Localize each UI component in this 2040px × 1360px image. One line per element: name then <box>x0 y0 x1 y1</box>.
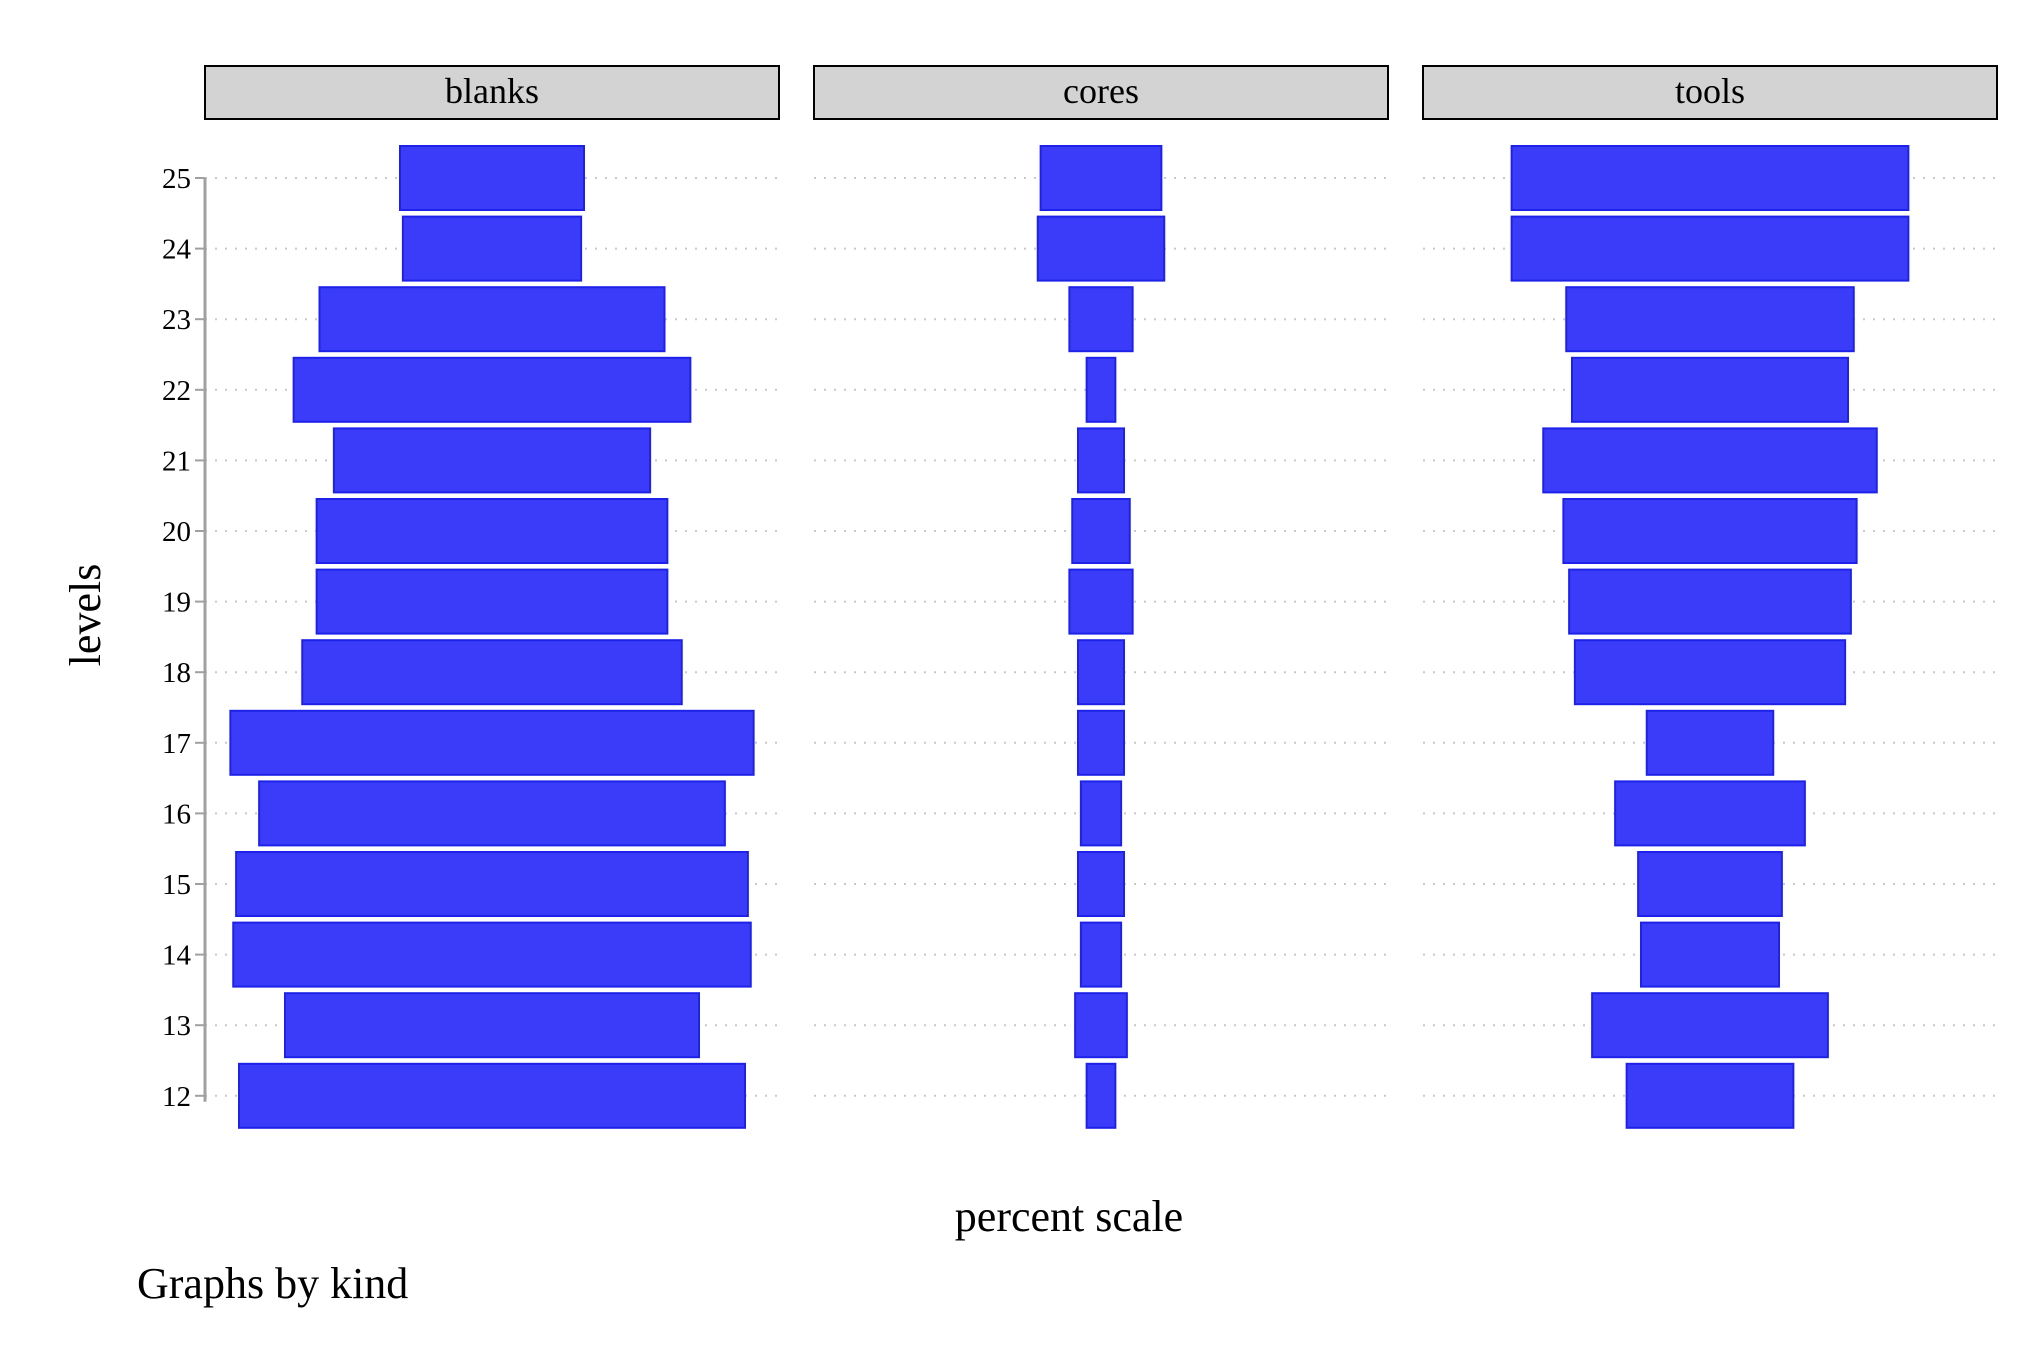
facet-strip-blanks <box>204 65 780 120</box>
bar-tools-level-20 <box>1562 498 1858 564</box>
y-axis: 25 24 23 22 21 20 19 18 17 16 15 14 13 12 <box>162 163 207 1113</box>
bar-cores-level-14 <box>1079 921 1123 988</box>
panel-cores: cores <box>813 65 1389 1129</box>
y-tick-label: 12 <box>162 1081 191 1113</box>
bar-blanks-level-13 <box>284 992 700 1059</box>
bar-tools-level-23 <box>1565 286 1855 353</box>
bar-cores-level-20 <box>1071 498 1131 564</box>
bar-blanks-level-19 <box>315 568 669 635</box>
bar-blanks-level-25 <box>399 145 585 211</box>
bar-blanks-level-17 <box>229 709 755 776</box>
bar-tools-level-13 <box>1591 992 1829 1059</box>
y-tick-label: 24 <box>162 234 192 266</box>
y-tick-label: 25 <box>162 163 191 195</box>
panels-layer: blanks cores tools <box>204 65 1998 1129</box>
y-tick-label: 21 <box>162 445 191 477</box>
bar-blanks-level-18 <box>301 639 683 706</box>
bar-blanks-level-22 <box>292 356 692 423</box>
graph-note: Graphs by kind <box>137 1259 409 1308</box>
bar-blanks-level-16 <box>258 780 726 847</box>
bar-cores-level-25 <box>1039 145 1163 211</box>
bar-cores-level-17 <box>1077 709 1125 776</box>
y-tick-label: 16 <box>162 798 191 830</box>
facet-label-blanks: blanks <box>445 71 539 111</box>
y-axis-title: levels <box>61 564 110 667</box>
y-tick-label: 15 <box>162 869 191 901</box>
bar-cores-level-16 <box>1079 780 1123 847</box>
bar-blanks-level-12 <box>238 1062 746 1129</box>
bar-tools-level-25 <box>1510 145 1910 211</box>
y-tick-label: 23 <box>162 304 191 336</box>
bar-blanks-level-24 <box>401 215 583 282</box>
y-tick-label: 20 <box>162 516 191 548</box>
bar-tools-level-24 <box>1510 215 1910 282</box>
panel-blanks: blanks <box>204 65 780 1129</box>
bar-cores-level-12 <box>1085 1062 1117 1129</box>
panel-tools: tools <box>1422 65 1998 1129</box>
bar-blanks-level-23 <box>318 286 666 353</box>
bar-tools-level-14 <box>1640 921 1780 988</box>
y-tick-label: 14 <box>162 940 192 972</box>
y-tick-label: 19 <box>162 587 191 619</box>
bar-blanks-level-20 <box>315 498 669 564</box>
facet-strip-tools <box>1422 65 1998 120</box>
bar-tools-level-19 <box>1568 568 1852 635</box>
bar-tools-level-16 <box>1614 780 1806 847</box>
bar-cores-level-23 <box>1068 286 1134 353</box>
bar-tools-level-17 <box>1645 709 1775 776</box>
bar-cores-level-13 <box>1074 992 1128 1059</box>
bar-tools-level-22 <box>1571 356 1849 423</box>
bar-cores-level-19 <box>1068 568 1134 635</box>
bar-cores-level-21 <box>1077 427 1125 494</box>
bar-blanks-level-21 <box>332 427 652 494</box>
bar-tools-level-12 <box>1625 1062 1795 1129</box>
bar-tools-level-21 <box>1542 427 1878 494</box>
facet-strip-cores <box>813 65 1389 120</box>
y-tick-label: 17 <box>162 728 191 760</box>
bar-tools-level-15 <box>1637 851 1783 917</box>
bar-cores-level-15 <box>1077 851 1125 917</box>
bar-tools-level-18 <box>1573 639 1847 706</box>
bar-cores-level-24 <box>1036 215 1166 282</box>
x-axis-title: percent scale <box>955 1192 1183 1241</box>
bar-blanks-level-15 <box>235 851 749 917</box>
bar-cores-level-18 <box>1077 639 1125 706</box>
y-tick-label: 22 <box>162 375 191 407</box>
facet-label-cores: cores <box>1063 71 1139 111</box>
bar-blanks-level-14 <box>232 921 752 988</box>
bar-cores-level-22 <box>1085 356 1117 423</box>
y-tick-label: 18 <box>162 657 191 689</box>
y-tick-label: 13 <box>162 1010 191 1042</box>
facet-label-tools: tools <box>1675 71 1745 111</box>
